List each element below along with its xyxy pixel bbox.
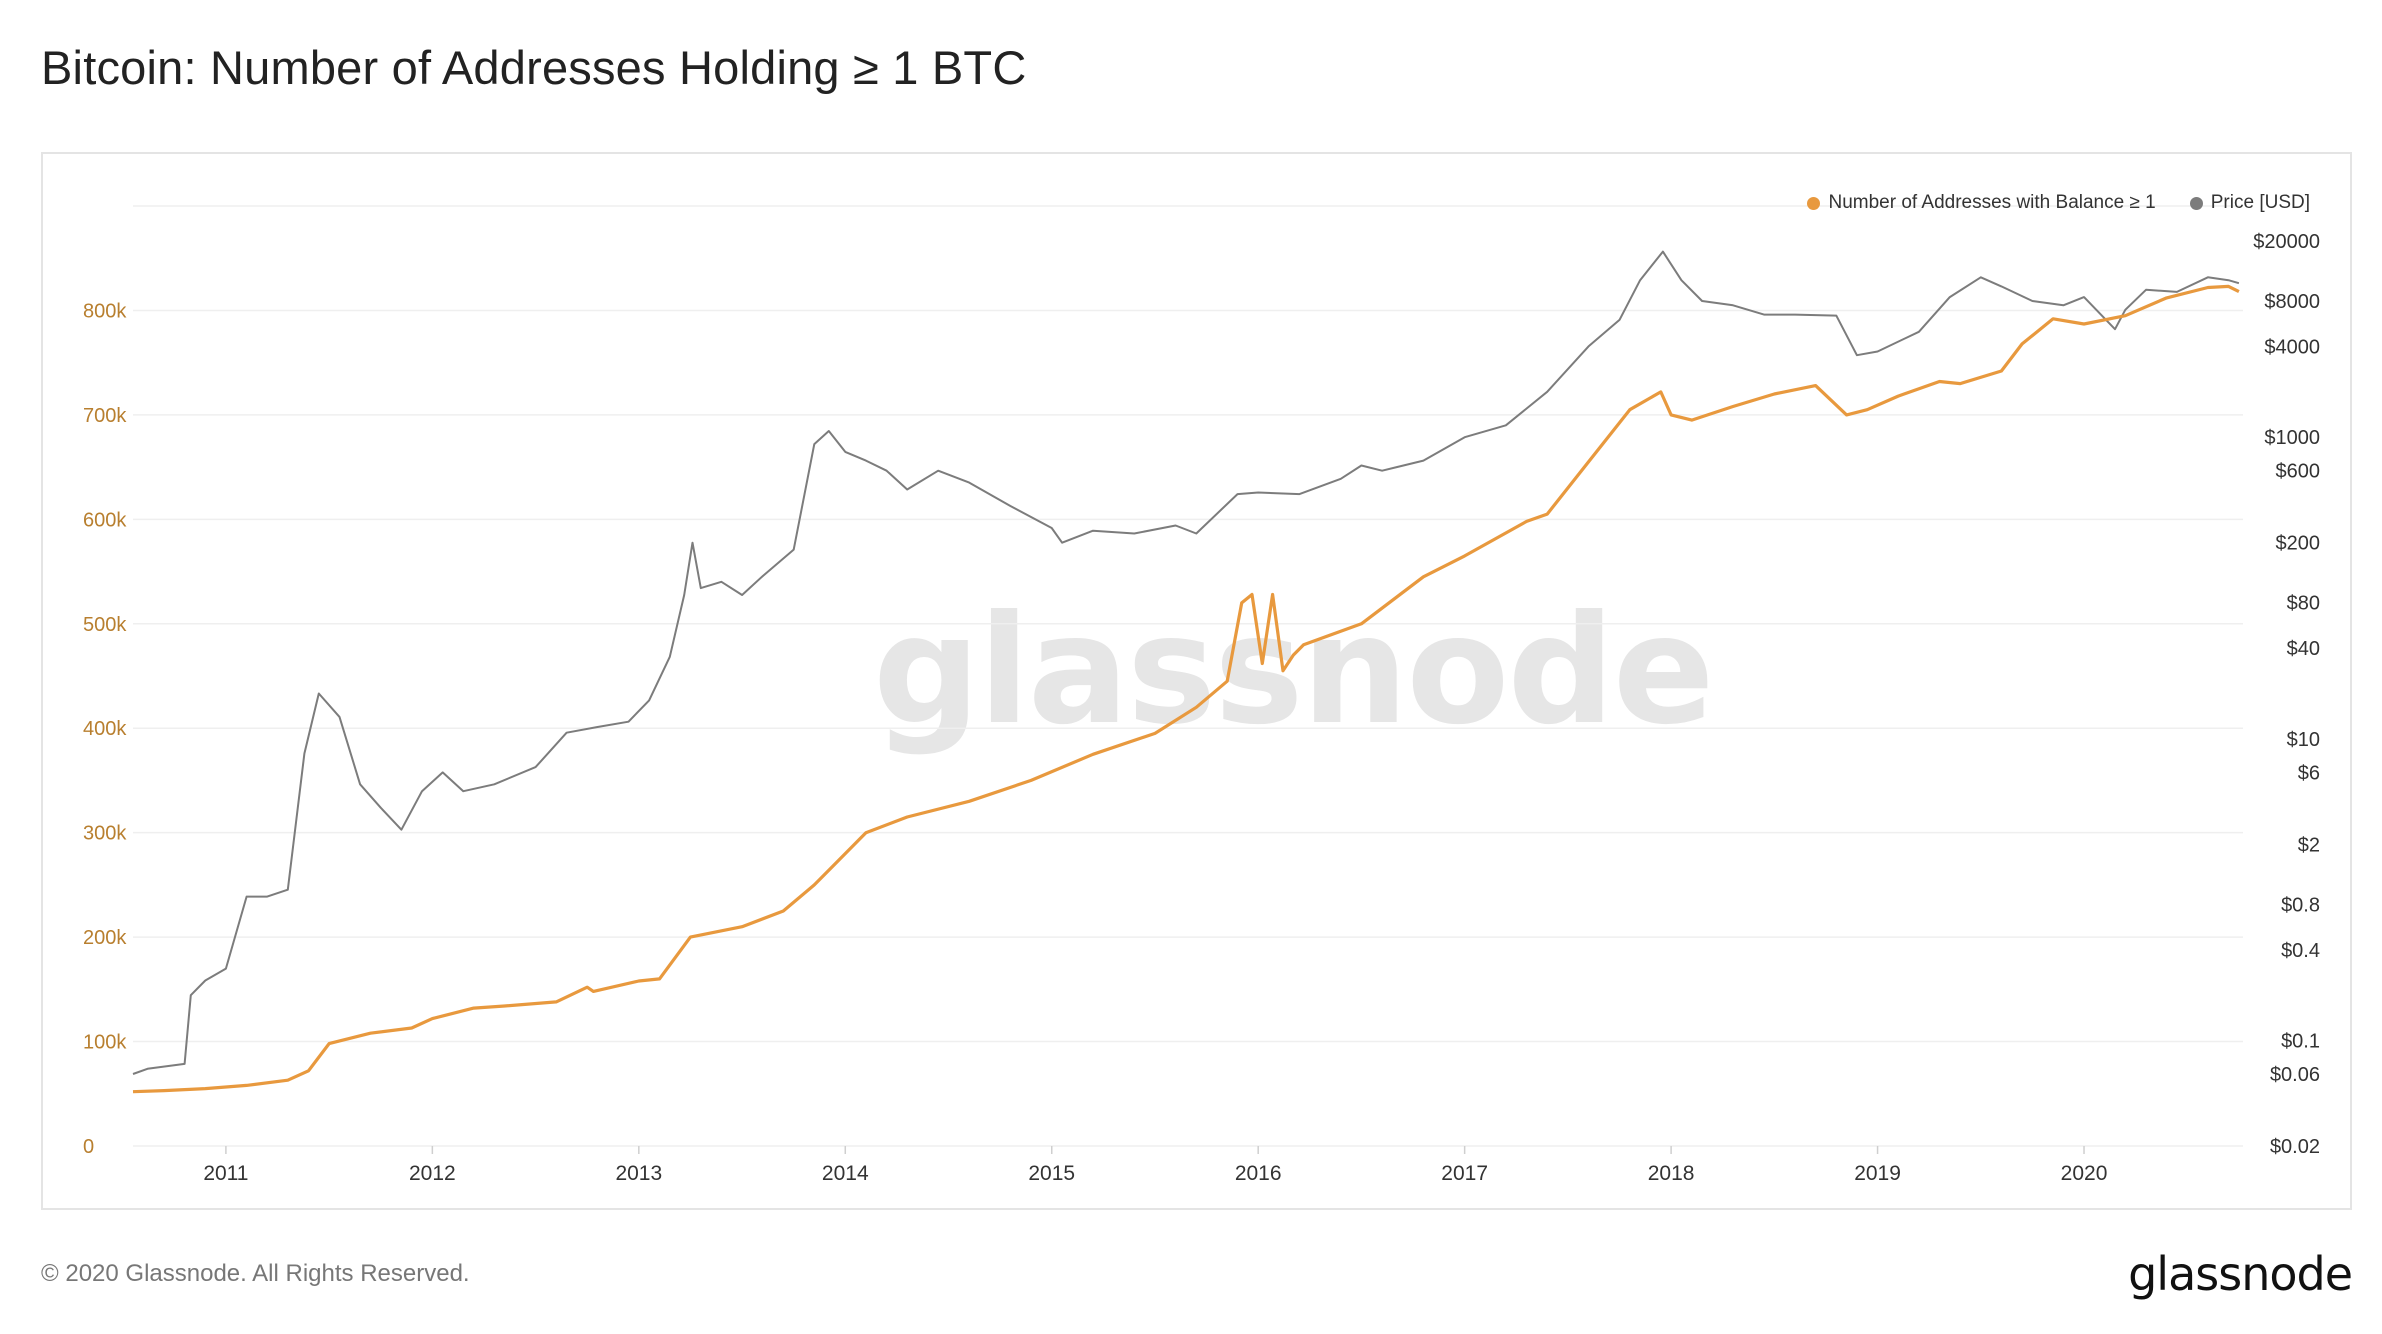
y-right-tick-label: $2 (2298, 834, 2320, 856)
legend-dot-price (2189, 196, 2203, 210)
y-right-tick-label: $1000 (2264, 427, 2320, 449)
x-tick-label: 2011 (203, 1162, 248, 1185)
y-right-tick-label: $6 (2298, 762, 2320, 784)
legend-item-addresses[interactable]: Number of Addresses with Balance ≥ 1 (1807, 192, 2156, 214)
x-tick-label: 2014 (822, 1162, 869, 1185)
x-tick-label: 2018 (1648, 1162, 1695, 1185)
page-title: Bitcoin: Number of Addresses Holding ≥ 1… (41, 41, 1027, 94)
copyright-footer: © 2020 Glassnode. All Rights Reserved. (41, 1260, 470, 1287)
y-left-tick-label: 800k (83, 300, 127, 322)
y-right-tick-label: $4000 (2264, 336, 2320, 358)
y-right-tick-label: $10 (2287, 729, 2320, 751)
y-right-tick-label: $20000 (2253, 231, 2320, 253)
y-right-tick-label: $0.1 (2281, 1031, 2320, 1053)
y-left-tick-label: 100k (83, 1032, 127, 1054)
y-left-tick-label: 0 (83, 1136, 94, 1158)
y-left-tick-label: 400k (83, 718, 127, 740)
x-tick-label: 2019 (1854, 1162, 1901, 1185)
y-right-tick-label: $200 (2276, 533, 2321, 555)
y-right-tick-label: $8000 (2264, 291, 2320, 313)
y-right-tick-label: $0.02 (2270, 1136, 2320, 1158)
x-tick-label: 2016 (1235, 1162, 1282, 1185)
y-left-tick-label: 700k (83, 405, 127, 427)
x-tick-label: 2013 (615, 1162, 662, 1185)
y-right-tick-label: $600 (2276, 461, 2321, 483)
y-right-tick-label: $0.06 (2270, 1064, 2320, 1086)
y-right-tick-label: $40 (2287, 638, 2320, 660)
series-line-price (132, 250, 2240, 1075)
x-tick-label: 2015 (1028, 1162, 1075, 1185)
chart-panel: glassnode 0 100k 200k 300k 400k 500k 600k 700k 8… (41, 152, 2352, 1210)
series-line-addresses (132, 284, 2240, 1094)
y-right-tick-label: $0.8 (2281, 894, 2320, 916)
y-right-tick-label: $0.4 (2281, 940, 2320, 962)
legend-label-addresses: Number of Addresses with Balance ≥ 1 (1828, 192, 2156, 213)
glassnode-logo: glassnode (2128, 1247, 2353, 1301)
x-tick-label: 2020 (2061, 1162, 2108, 1185)
x-tick-label: 2017 (1441, 1162, 1488, 1185)
legend-item-price[interactable]: Price [USD] (2189, 192, 2310, 214)
y-left-tick-label: 300k (83, 823, 127, 845)
chart-svg: 0 100k 200k 300k 400k 500k 600k 700k 800k $20000 $… (83, 205, 2321, 1185)
legend: Number of Addresses with Balance ≥ 1 Pri… (1807, 192, 2310, 214)
y-left-tick-label: 200k (83, 927, 127, 949)
y-left-tick-label: 500k (83, 614, 127, 636)
watermark-text: glassnode (873, 584, 1715, 758)
y-left-tick-label: 600k (83, 509, 127, 531)
y-right-tick-label: $80 (2287, 593, 2320, 615)
legend-label-price: Price [USD] (2210, 192, 2310, 213)
legend-dot-addresses (1807, 196, 1821, 210)
x-tick-label: 2012 (409, 1162, 456, 1185)
